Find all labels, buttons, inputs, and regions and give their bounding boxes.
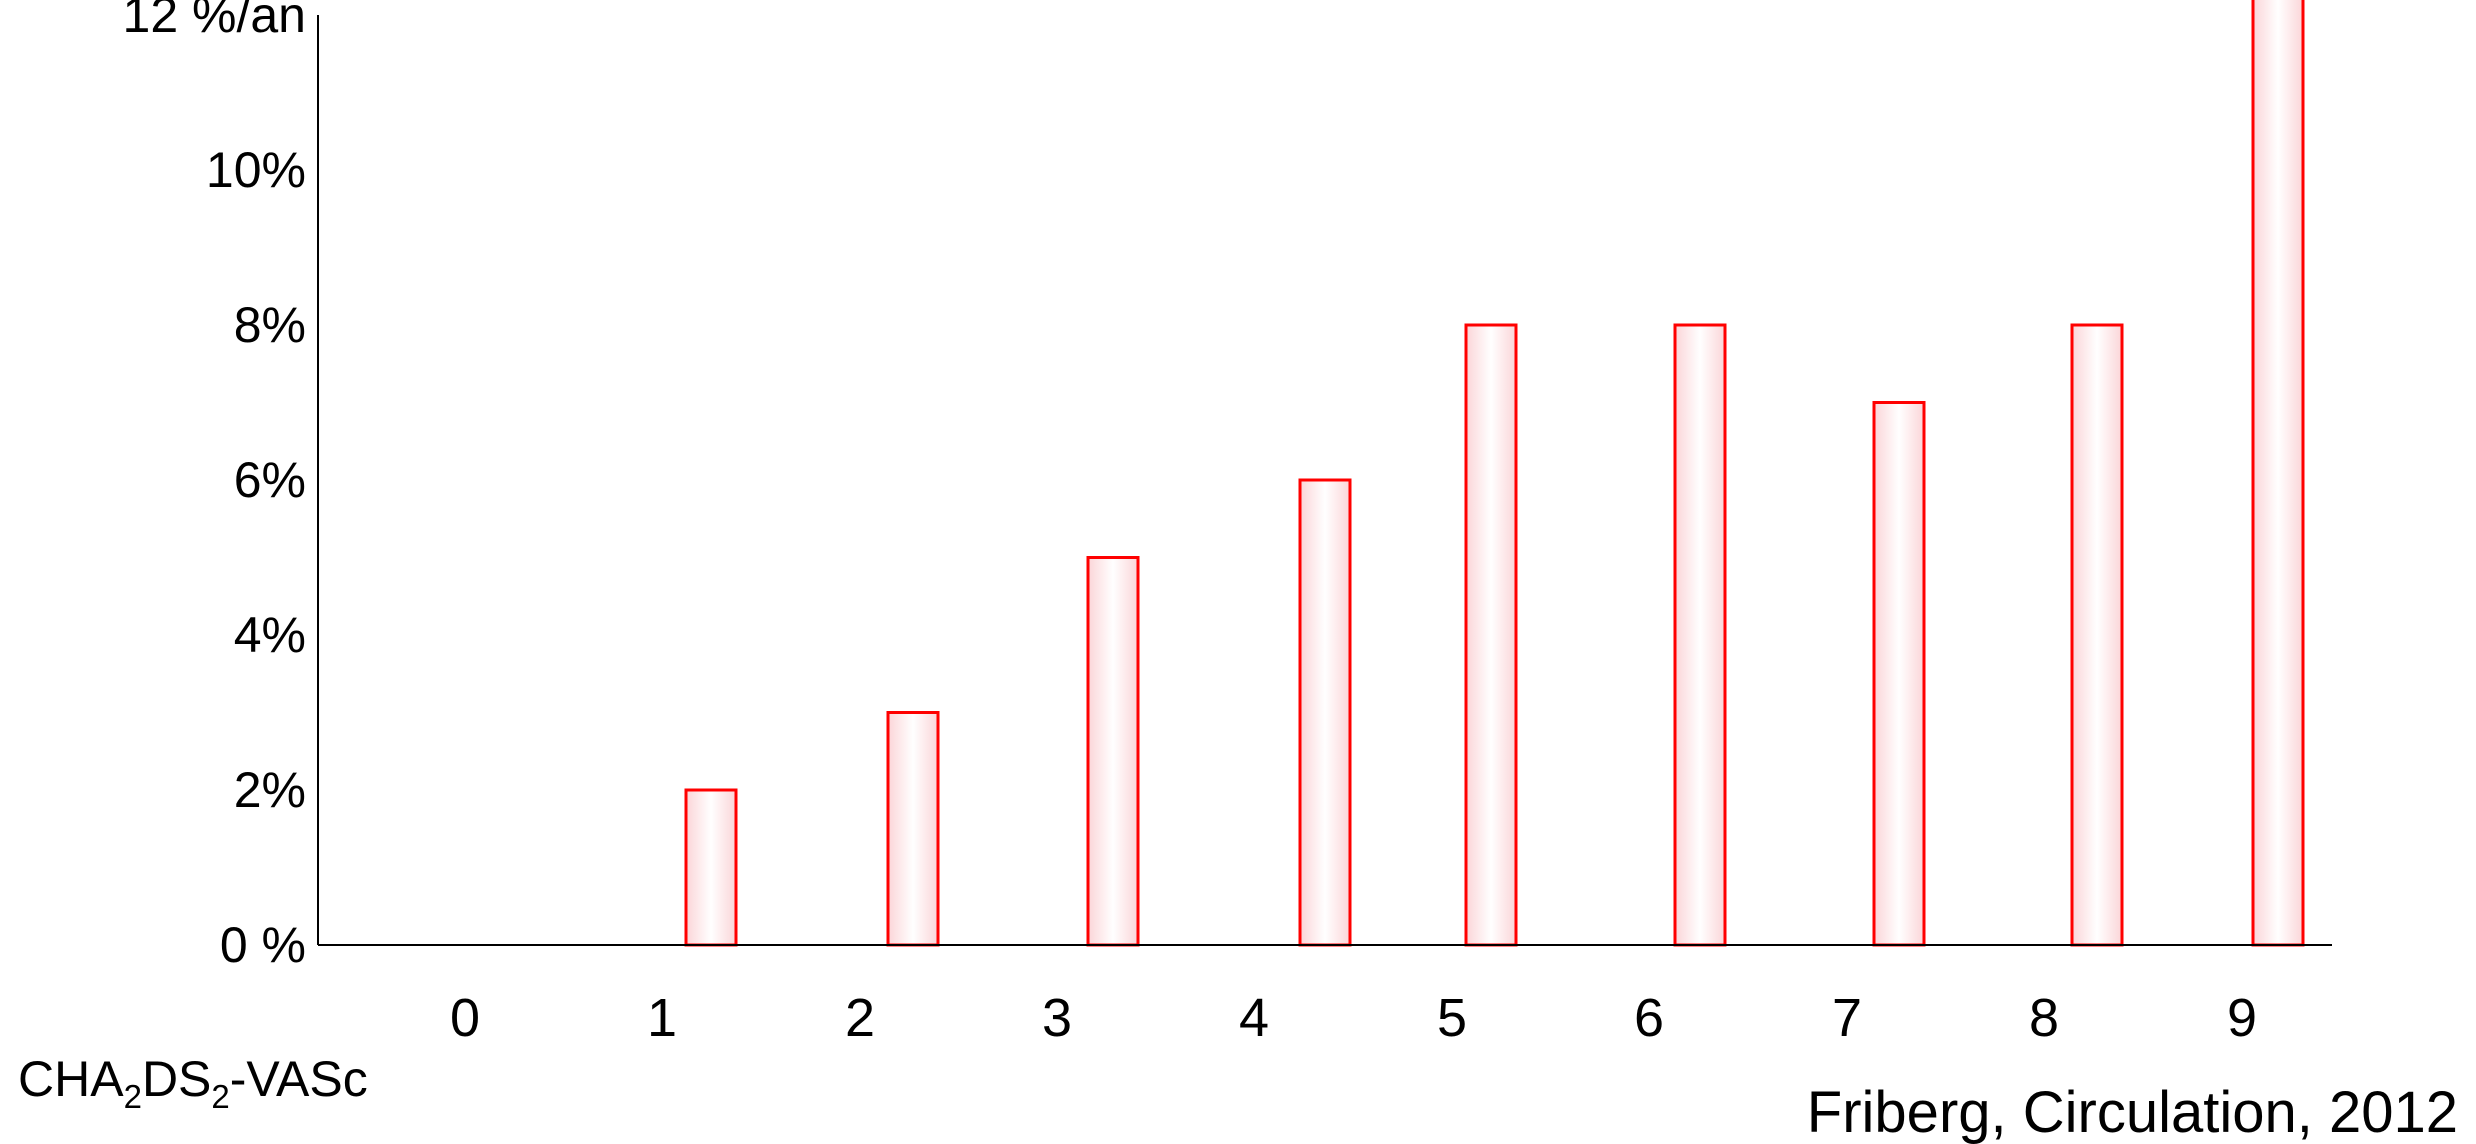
y-tick-label: 6%: [234, 452, 306, 508]
y-tick-label: 10%: [206, 142, 306, 198]
source-note: Friberg, Circulation, 2012: [1807, 1080, 2458, 1144]
x-axis-label: CHA2DS2-VASc: [18, 1051, 368, 1115]
x-tick-label: 6: [1634, 988, 1664, 1048]
y-tick-label: 0 %: [220, 917, 306, 973]
bar-3: [1086, 556, 1140, 947]
bar-6: [1673, 323, 1727, 947]
x-tick-label: 5: [1437, 988, 1467, 1048]
y-tick-label: 4%: [234, 607, 306, 663]
y-tick-label: 8%: [234, 297, 306, 353]
bar-8: [2070, 323, 2124, 947]
bar-4: [1298, 478, 1352, 947]
x-tick-label: 7: [1832, 988, 1862, 1048]
bars-group: [684, 0, 2305, 947]
x-tick-label: 4: [1239, 988, 1269, 1048]
bar-2: [886, 711, 940, 947]
x-tick-label: 9: [2227, 988, 2257, 1048]
bar-9: [2251, 0, 2305, 947]
x-tick-label: 1: [647, 988, 677, 1048]
x-tick-label: 0: [450, 988, 480, 1048]
bar-1: [684, 788, 738, 947]
x-tick-label: 3: [1042, 988, 1072, 1048]
x-tick-labels: 0 1 2 3 4 5 6 7 8 9: [450, 988, 2257, 1048]
bar-7: [1872, 401, 1926, 947]
x-tick-label: 2: [845, 988, 875, 1048]
y-tick-label: 12 %/an: [123, 0, 306, 43]
x-tick-label: 8: [2029, 988, 2059, 1048]
y-tick-labels: 0 % 2% 4% 6% 8% 10% 12 %/an: [123, 0, 306, 973]
bar-5: [1464, 323, 1518, 947]
y-tick-label: 2%: [234, 762, 306, 818]
